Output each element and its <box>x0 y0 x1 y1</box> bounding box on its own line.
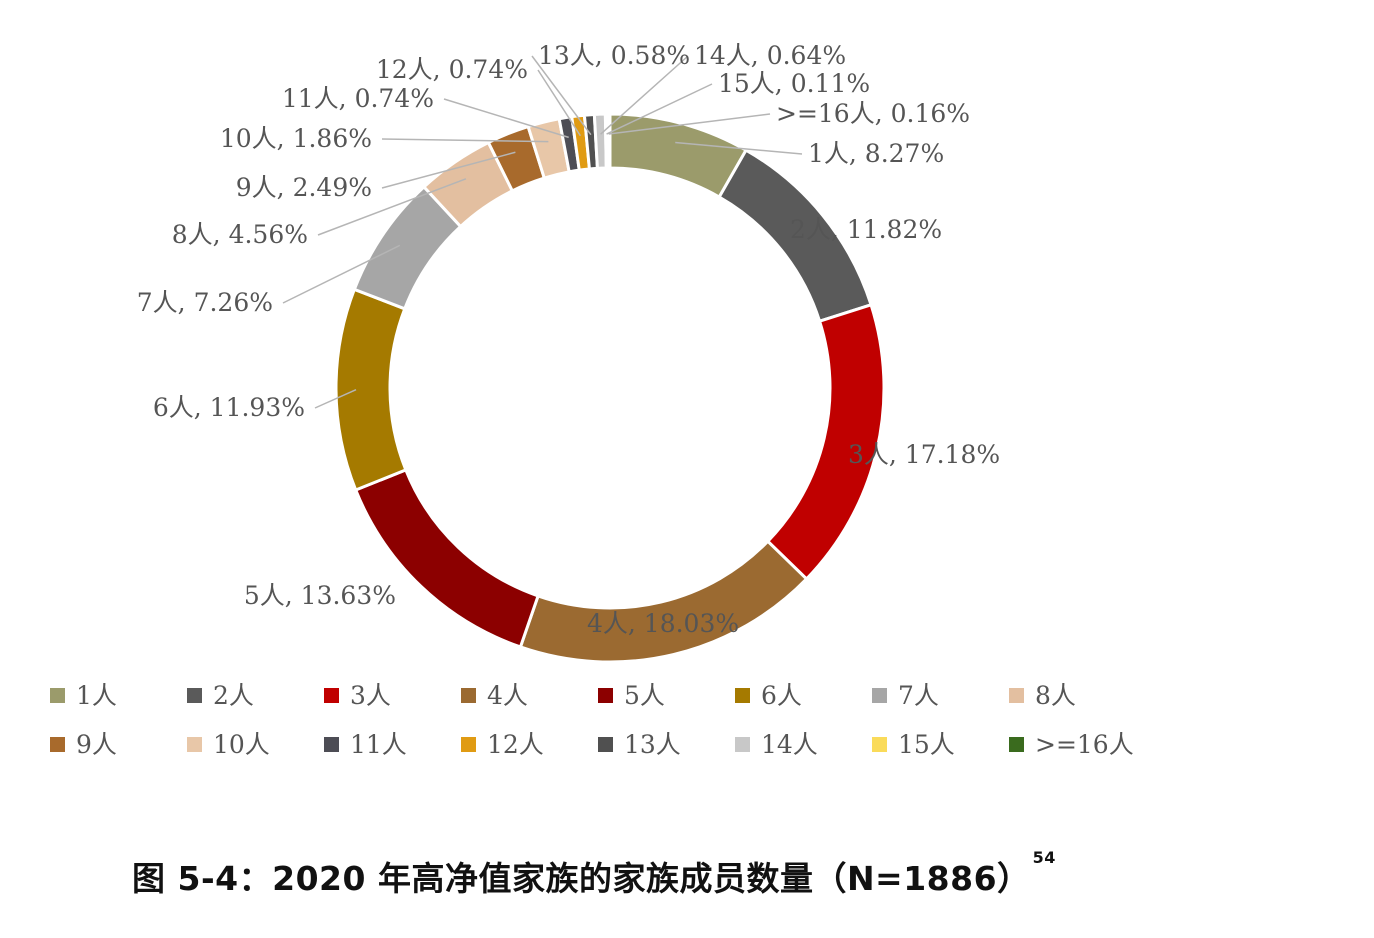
data-label-14: 14人, 0.64% <box>694 41 846 70</box>
legend-swatch-5 <box>598 688 613 703</box>
legend-label-3: 3人 <box>350 681 391 710</box>
donut-slice-16 <box>605 112 612 170</box>
legend-swatch-12 <box>461 737 476 752</box>
legend-label-2: 2人 <box>213 681 254 710</box>
legend-swatch-1 <box>50 688 65 703</box>
leader-line-15 <box>606 83 713 135</box>
data-label-6: 6人, 11.93% <box>153 393 305 422</box>
leader-line-8 <box>317 178 467 236</box>
donut-slice-6 <box>334 287 408 492</box>
legend-swatch-9 <box>50 737 65 752</box>
legend-label-15: 15人 <box>898 730 955 759</box>
legend-swatch-11 <box>324 737 339 752</box>
legend-label-11: 11人 <box>350 730 407 759</box>
leader-line-14 <box>600 55 689 135</box>
figure-caption-text: 图 5-4：2020 年高净值家族的家族成员数量（N=1886） <box>132 859 1031 898</box>
data-label-2: 2人, 11.82% <box>790 215 942 244</box>
data-label-11: 11人, 0.74% <box>282 84 434 113</box>
legend-label-7: 7人 <box>898 681 939 710</box>
leader-line-9 <box>381 151 516 189</box>
legend-label-4: 4人 <box>487 681 528 710</box>
legend-swatch-16 <box>1009 737 1024 752</box>
legend-swatch-7 <box>872 688 887 703</box>
donut-slice-4 <box>518 539 809 664</box>
legend-label-5: 5人 <box>624 681 665 710</box>
legend-label-8: 8人 <box>1035 681 1076 710</box>
data-label-9: 9人, 2.49% <box>236 173 372 202</box>
legend-label-6: 6人 <box>761 681 802 710</box>
leader-line-7 <box>282 244 401 304</box>
leader-line-16 <box>608 113 771 135</box>
data-label-7: 7人, 7.26% <box>137 288 273 317</box>
legend-label-10: 10人 <box>213 730 270 759</box>
legend-swatch-4 <box>461 688 476 703</box>
legend-label-14: 14人 <box>761 730 818 759</box>
leader-line-10 <box>381 138 549 143</box>
legend-label-16: >=16人 <box>1035 730 1134 759</box>
donut-slice-5 <box>353 467 540 649</box>
legend-swatch-6 <box>735 688 750 703</box>
legend-label-9: 9人 <box>76 730 117 759</box>
legend-swatch-14 <box>735 737 750 752</box>
legend-swatch-8 <box>1009 688 1024 703</box>
data-label-15: 15人, 0.11% <box>718 69 870 98</box>
legend-label-13: 13人 <box>624 730 681 759</box>
legend-swatch-2 <box>187 688 202 703</box>
leader-line-12 <box>537 69 582 137</box>
leader-line-11 <box>443 98 569 139</box>
legend-swatch-13 <box>598 737 613 752</box>
legend-swatch-10 <box>187 737 202 752</box>
data-label-5: 5人, 13.63% <box>244 581 396 610</box>
legend-swatch-15 <box>872 737 887 752</box>
data-label-16: >=16人, 0.16% <box>776 99 970 128</box>
data-label-4: 4人, 18.03% <box>587 609 739 638</box>
leader-line-6 <box>314 388 357 409</box>
figure-caption: 图 5-4：2020 年高净值家族的家族成员数量（N=1886）54 <box>132 848 1056 900</box>
data-label-8: 8人, 4.56% <box>172 220 308 249</box>
legend-swatch-3 <box>324 688 339 703</box>
data-label-12: 12人, 0.74% <box>376 55 528 84</box>
leader-line-13 <box>531 55 592 136</box>
data-label-10: 10人, 1.86% <box>220 124 372 153</box>
data-label-3: 3人, 17.18% <box>848 440 1000 469</box>
data-label-13: 13人, 0.58% <box>538 41 690 70</box>
figure-caption-footnote: 54 <box>1032 848 1056 867</box>
data-label-1: 1人, 8.27% <box>808 139 944 168</box>
legend-label-1: 1人 <box>76 681 117 710</box>
donut-chart: 1人, 8.27% 2人, 11.82% 3人, 17.18% 4人, 18.03% 5… <box>50 41 1134 759</box>
legend-label-12: 12人 <box>487 730 544 759</box>
leader-line-1 <box>675 141 803 155</box>
